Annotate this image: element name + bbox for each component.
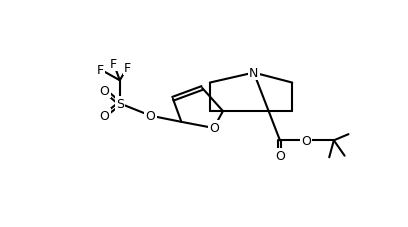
Text: F: F [124,61,131,74]
Text: O: O [100,84,109,97]
Text: O: O [301,134,311,147]
Text: O: O [275,150,285,163]
Text: O: O [146,110,155,123]
Text: F: F [97,64,104,77]
Text: F: F [110,58,117,71]
Text: O: O [100,110,109,123]
Text: N: N [249,67,258,80]
Text: O: O [209,122,219,135]
Text: S: S [116,97,124,110]
